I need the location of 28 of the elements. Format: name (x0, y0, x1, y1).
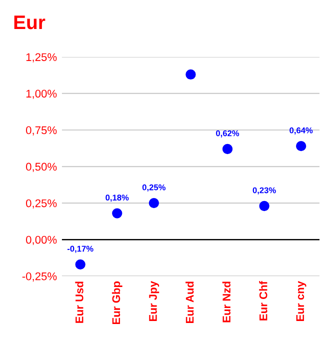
x-tick-label: Eur cny (296, 281, 306, 321)
x-tick-label: Eur Nzd (222, 282, 230, 322)
data-label: 0,23% (252, 187, 276, 194)
y-tick-label: -0,25% (22, 272, 57, 282)
point (259, 200, 270, 212)
data-label: -0,17% (67, 246, 94, 253)
point (112, 208, 122, 218)
x-tick-label: Eur Jpy (149, 281, 160, 321)
point (186, 69, 196, 80)
y-tick-label: 1,25% (26, 53, 57, 62)
y-tick-label: 0,25% (26, 199, 57, 209)
point (222, 144, 233, 154)
y-tick-label: 1,00% (26, 90, 57, 99)
data-label: 0,25% (142, 184, 166, 192)
data-label: 0,62% (216, 130, 240, 138)
data-label: 0,64% (290, 127, 313, 135)
x-tick-label: Eur Aud (186, 282, 194, 324)
point (148, 198, 160, 208)
x-tick-label: Eur Usd (75, 282, 84, 323)
y-tick-label: 0,00% (26, 236, 57, 246)
y-tick-label: 0,50% (26, 162, 57, 172)
y-tick-label: 0,75% (26, 126, 57, 136)
x-tick-label: Eur Chf (259, 280, 268, 320)
x-tick-label: Eur Gbp (112, 281, 122, 324)
point (296, 140, 306, 152)
chart-title: Eur (14, 16, 46, 30)
point (75, 259, 86, 270)
data-label: 0,18% (106, 194, 129, 202)
